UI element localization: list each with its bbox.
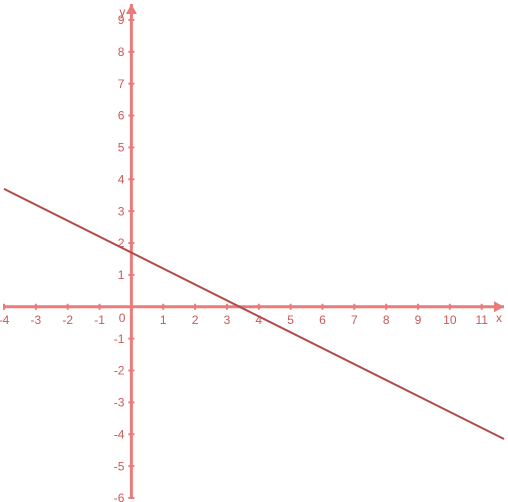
x-tick-label: 8: [383, 313, 390, 327]
x-tick-label: 11: [475, 313, 488, 327]
y-tick-label: 7: [118, 77, 125, 91]
y-tick-label: -5: [114, 459, 125, 473]
x-tick-label: 10: [443, 313, 457, 327]
x-tick-label: 3: [224, 313, 231, 327]
chart-container: -4-3-2-112345678910110-6-5-4-3-2-1123456…: [0, 0, 508, 502]
y-tick-label: -3: [114, 396, 125, 410]
x-tick-label: 9: [415, 313, 422, 327]
x-tick-label: 6: [319, 313, 326, 327]
y-tick-label: 3: [118, 204, 125, 218]
y-tick-label: 4: [118, 172, 125, 186]
x-tick-label: 1: [160, 313, 167, 327]
y-tick-label: -4: [114, 427, 125, 441]
x-tick-label: -3: [31, 313, 42, 327]
y-tick-label: -2: [114, 364, 125, 378]
line-chart: -4-3-2-112345678910110-6-5-4-3-2-1123456…: [0, 0, 508, 502]
y-tick-label: 5: [118, 141, 125, 155]
origin-label: 0: [119, 311, 126, 325]
x-axis-label: x: [496, 311, 502, 325]
x-tick-label: 2: [192, 313, 199, 327]
y-tick-label: 1: [118, 268, 125, 282]
x-tick-label: -2: [62, 313, 73, 327]
x-tick-label: 5: [287, 313, 294, 327]
y-tick-label: 6: [118, 109, 125, 123]
y-axis-label: y: [119, 5, 125, 19]
y-tick-label: -1: [114, 332, 125, 346]
x-tick-label: -1: [94, 313, 105, 327]
x-tick-label: 7: [351, 313, 358, 327]
y-tick-label: -6: [114, 491, 125, 502]
chart-bg: [0, 0, 508, 502]
x-tick-label: -4: [0, 313, 10, 327]
y-tick-label: 8: [118, 45, 125, 59]
